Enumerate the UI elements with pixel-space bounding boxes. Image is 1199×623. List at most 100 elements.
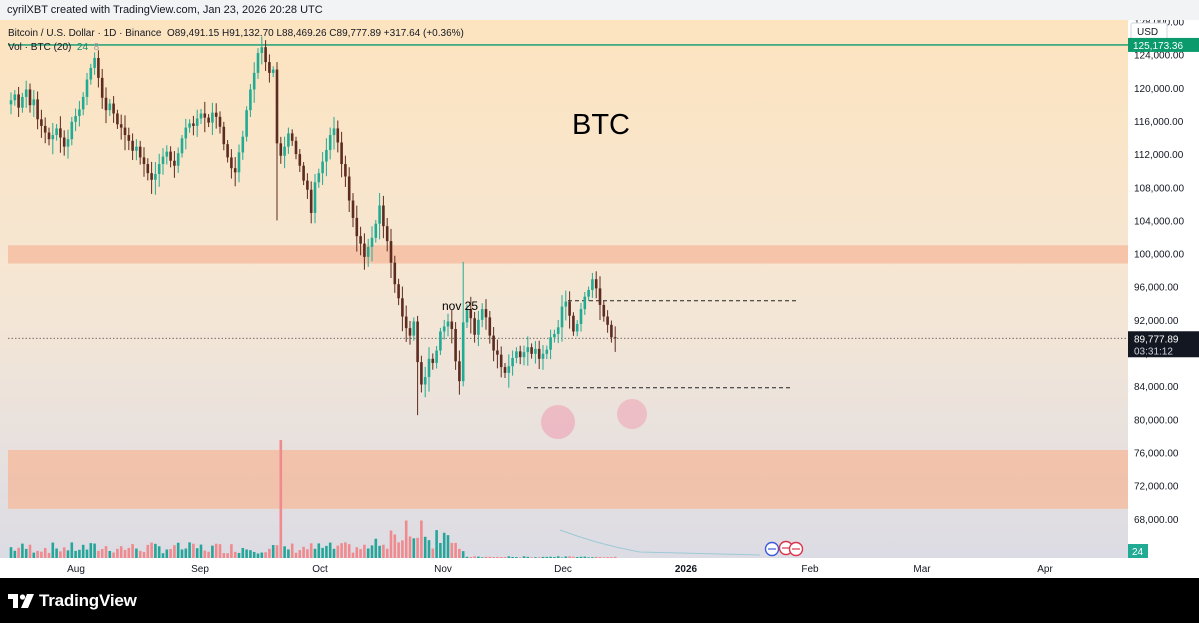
candle-body[interactable] <box>606 316 609 325</box>
candle-body[interactable] <box>199 113 203 119</box>
candle-body[interactable] <box>408 328 412 336</box>
candle-body[interactable] <box>473 318 476 335</box>
candle-body[interactable] <box>192 123 195 126</box>
candle-body[interactable] <box>207 117 210 123</box>
btc-annotation[interactable]: BTC <box>572 109 630 141</box>
candle-body[interactable] <box>294 140 298 155</box>
candle-body[interactable] <box>188 123 191 128</box>
candle-body[interactable] <box>290 133 294 141</box>
candle-body[interactable] <box>560 306 564 328</box>
candle-body[interactable] <box>306 180 309 190</box>
candle-body[interactable] <box>298 154 302 166</box>
candle-body[interactable] <box>112 103 115 114</box>
candle-body[interactable] <box>385 226 389 242</box>
candle-body[interactable] <box>488 317 492 336</box>
candle-body[interactable] <box>503 367 507 373</box>
candle-body[interactable] <box>78 109 81 116</box>
candle-body[interactable] <box>313 182 317 213</box>
candle-body[interactable] <box>370 237 374 247</box>
candle-body[interactable] <box>81 96 85 110</box>
candle-body[interactable] <box>169 151 172 161</box>
event-flag-icon[interactable] <box>764 541 780 557</box>
candle-body[interactable] <box>161 156 165 165</box>
candle-body[interactable] <box>416 321 419 363</box>
candle-body[interactable] <box>534 348 537 354</box>
candle-body[interactable] <box>184 127 188 139</box>
candle-body[interactable] <box>325 149 328 162</box>
candle-body[interactable] <box>480 309 484 320</box>
candle-body[interactable] <box>420 362 423 385</box>
candle-body[interactable] <box>218 116 222 127</box>
candle-body[interactable] <box>465 309 469 323</box>
candle-body[interactable] <box>108 103 112 111</box>
candle-body[interactable] <box>344 164 347 177</box>
candle-body[interactable] <box>17 94 20 108</box>
candle-body[interactable] <box>522 352 526 358</box>
candle-body[interactable] <box>435 350 438 363</box>
candle-body[interactable] <box>347 176 351 201</box>
candle-body[interactable] <box>116 113 119 125</box>
candle-body[interactable] <box>135 146 138 151</box>
candle-body[interactable] <box>214 112 218 117</box>
nov-25-annotation[interactable]: nov 25 <box>442 299 478 313</box>
candle-body[interactable] <box>336 128 340 143</box>
candle-body[interactable] <box>431 358 435 363</box>
candle-body[interactable] <box>515 351 518 358</box>
candle-body[interactable] <box>382 205 385 227</box>
candle-body[interactable] <box>123 127 127 136</box>
candle-body[interactable] <box>226 144 229 158</box>
candle-body[interactable] <box>439 331 442 351</box>
candle-body[interactable] <box>412 321 416 336</box>
candle-body[interactable] <box>252 72 256 90</box>
candle-body[interactable] <box>450 321 454 329</box>
candle-body[interactable] <box>131 140 134 151</box>
candle-body[interactable] <box>100 77 104 98</box>
candle-body[interactable] <box>85 79 89 97</box>
candle-body[interactable] <box>180 138 184 154</box>
candle-body[interactable] <box>553 333 556 338</box>
candle-body[interactable] <box>138 146 142 158</box>
candle-body[interactable] <box>572 315 575 332</box>
candle-body[interactable] <box>328 135 332 150</box>
candle-body[interactable] <box>146 164 150 174</box>
candle-body[interactable] <box>556 327 560 334</box>
candle-body[interactable] <box>496 350 499 355</box>
candle-body[interactable] <box>66 139 70 147</box>
candle-body[interactable] <box>397 284 400 299</box>
candle-body[interactable] <box>119 124 123 128</box>
candle-body[interactable] <box>591 279 594 291</box>
candle-body[interactable] <box>511 357 514 367</box>
candle-body[interactable] <box>28 89 32 106</box>
candle-body[interactable] <box>404 316 408 329</box>
candle-body[interactable] <box>545 349 549 354</box>
tradingview-logo[interactable]: TradingView <box>8 591 137 610</box>
candle-body[interactable] <box>389 241 393 263</box>
candle-body[interactable] <box>275 69 279 144</box>
candle-body[interactable] <box>51 135 55 140</box>
candle-body[interactable] <box>587 290 590 297</box>
candle-body[interactable] <box>458 361 461 382</box>
candle-body[interactable] <box>393 262 397 285</box>
candle-body[interactable] <box>283 146 286 156</box>
candle-body[interactable] <box>583 296 587 310</box>
candle-body[interactable] <box>195 118 199 126</box>
candle-body[interactable] <box>233 168 237 173</box>
candle-body[interactable] <box>332 128 336 136</box>
candle-body[interactable] <box>363 243 366 257</box>
chart-svg[interactable]: 128,000.00124,000.00120,000.00116,000.00… <box>0 18 1199 578</box>
candle-body[interactable] <box>70 121 74 140</box>
candle-body[interactable] <box>340 142 343 165</box>
candle-body[interactable] <box>241 136 245 153</box>
candle-body[interactable] <box>74 115 77 122</box>
candle-body[interactable] <box>260 47 264 53</box>
candle-body[interactable] <box>154 173 157 180</box>
candle-body[interactable] <box>579 309 583 324</box>
candle-body[interactable] <box>537 348 541 359</box>
candle-body[interactable] <box>530 347 533 354</box>
candle-body[interactable] <box>594 279 598 289</box>
candle-body[interactable] <box>165 151 169 157</box>
candle-body[interactable] <box>317 173 321 183</box>
candle-body[interactable] <box>176 153 180 166</box>
candle-body[interactable] <box>55 128 58 136</box>
candle-body[interactable] <box>602 304 606 317</box>
